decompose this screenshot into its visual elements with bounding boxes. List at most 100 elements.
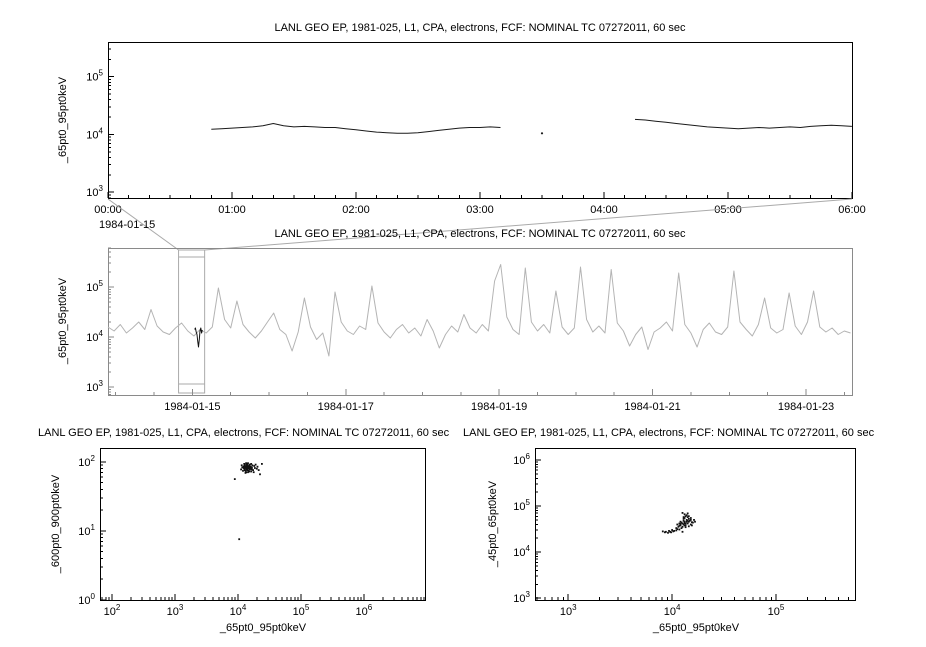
scatter-point	[247, 467, 249, 470]
log-tick-label: 103	[560, 603, 577, 618]
scatter-point	[689, 523, 692, 526]
panel1-context-date-label: 1984-01-15	[99, 219, 156, 231]
plot-frame-timeseries-overview[interactable]	[108, 248, 853, 396]
scatter-point	[679, 520, 682, 523]
scatter-point	[684, 522, 687, 525]
series-electron-flux-65-95keV	[634, 118, 852, 130]
scatter-point	[249, 467, 252, 470]
scatter-point	[250, 463, 253, 465]
scatter-point	[668, 530, 670, 532]
scatter-point	[242, 469, 244, 472]
scatter-point	[683, 524, 686, 527]
scatter-point	[691, 524, 693, 527]
log-tick-label: 106	[356, 603, 373, 618]
log-tick-exponent: 3	[99, 379, 104, 388]
log-tick-exponent: 6	[526, 452, 531, 461]
zoom-region-box[interactable]	[178, 249, 206, 394]
scatter-point	[245, 471, 247, 474]
series-overview-context	[107, 264, 851, 357]
scatter-point	[672, 530, 675, 533]
scatter-point	[250, 468, 253, 471]
scatter-point	[681, 530, 684, 533]
log-tick-label: 105	[768, 603, 785, 618]
log-tick-exponent: 4	[99, 126, 104, 135]
scatter-point	[671, 529, 673, 531]
plot-frame-timeseries-zoom[interactable]	[108, 42, 853, 199]
scatter-point	[678, 524, 681, 527]
scatter-point	[678, 528, 681, 531]
scatter-point	[241, 466, 244, 469]
scatter-point	[245, 462, 247, 465]
scatter-point	[689, 517, 692, 519]
log-tick-label: 103	[86, 379, 103, 394]
scatter-point	[253, 465, 256, 467]
x-tick-label: 1984-01-17	[318, 401, 374, 413]
scatter-point	[683, 520, 686, 523]
plot-frame-scatter-45-65-vs-65-95[interactable]	[535, 448, 856, 601]
scatter-point	[252, 469, 254, 471]
scatter-point	[683, 513, 686, 516]
scatter-point	[243, 463, 246, 465]
log-tick-label: 102	[104, 603, 121, 618]
x-tick-label: 00:00	[94, 204, 122, 216]
x-tick-label: 05:00	[714, 204, 742, 216]
scatter-point	[689, 519, 692, 521]
scatter-point	[247, 465, 249, 468]
panel3-title: LANL GEO EP, 1981-025, L1, CPA, electron…	[38, 427, 450, 439]
log-tick-exponent: 5	[99, 279, 104, 288]
scatter-point	[667, 531, 669, 534]
scatter-point	[256, 465, 259, 468]
scatter-point	[681, 512, 684, 514]
log-tick-label: 104	[664, 603, 681, 618]
plot-frame-scatter-600-900-vs-65-95[interactable]	[100, 448, 426, 601]
scatter-point	[243, 465, 246, 467]
scatter-point	[242, 467, 245, 469]
scatter-point	[247, 462, 249, 465]
panel-timeseries-overview: 103 104 105 1984-01-15 1984-01-17 1984-01-19 1…	[86, 198, 853, 413]
scatter-point	[683, 522, 686, 524]
scatter-point	[682, 519, 685, 522]
scatter-point	[254, 463, 257, 466]
scatter-point	[661, 530, 664, 533]
log-tick-exponent: 3	[179, 603, 184, 612]
log-tick-exponent: 5	[526, 498, 531, 507]
scatter-point	[687, 518, 690, 520]
panel2-title: LANL GEO EP, 1981-025, L1, CPA, electron…	[274, 228, 686, 240]
log-tick-label: 102	[78, 454, 95, 469]
log-tick-exponent: 5	[780, 603, 785, 612]
panel-scatter-45-65-vs-65-95: 103 104 105 106 103 104 105	[513, 448, 856, 618]
scatter-point	[683, 517, 686, 519]
scatter-point	[691, 521, 693, 524]
scatter-point	[684, 524, 687, 527]
log-tick-exponent: 3	[526, 590, 531, 599]
panel2-y-axis-label: _65pt0_95pt0keV	[57, 277, 69, 365]
panel-timeseries-zoom: 103 104 105 00:00 01:00 02:00 03:00 04:00 05:00 0…	[86, 42, 866, 216]
log-tick-label: 100	[78, 592, 95, 607]
scatter-point	[681, 525, 684, 528]
scatter-point	[677, 525, 680, 528]
log-tick-label: 105	[513, 498, 530, 513]
x-tick-label: 04:00	[590, 204, 618, 216]
scatter-point	[233, 478, 236, 480]
log-tick-label: 105	[86, 279, 103, 294]
log-tick-label: 104	[86, 329, 103, 344]
scatter-point	[676, 523, 679, 526]
panel3-x-axis-label: _65pt0_95pt0keV	[219, 622, 307, 634]
log-tick-label: 104	[513, 544, 530, 559]
x-tick-label: 02:00	[342, 204, 370, 216]
scatter-point	[682, 518, 685, 520]
panel4-title: LANL GEO EP, 1981-025, L1, CPA, electron…	[463, 427, 875, 439]
log-tick-label: 103	[513, 590, 530, 605]
scatter-point	[251, 464, 254, 467]
scatter-point	[257, 469, 260, 471]
scatter-point	[254, 467, 256, 469]
scatter-point	[246, 463, 249, 466]
scatter-point	[245, 467, 248, 469]
scatter-point	[687, 520, 690, 523]
scatter-point	[664, 531, 666, 534]
scatter-point	[682, 516, 685, 518]
x-tick-label: 1984-01-19	[471, 401, 527, 413]
log-tick-label: 104	[230, 603, 247, 618]
log-tick-exponent: 2	[116, 603, 121, 612]
